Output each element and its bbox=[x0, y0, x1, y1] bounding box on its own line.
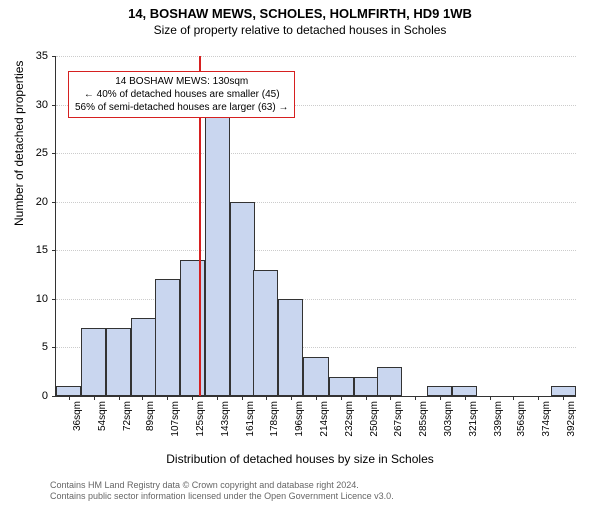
gridline bbox=[56, 202, 576, 203]
histogram-bar bbox=[278, 299, 303, 396]
x-tick-mark bbox=[513, 396, 514, 400]
y-tick-mark bbox=[52, 250, 56, 251]
histogram-bar bbox=[303, 357, 328, 396]
x-tick-label: 356sqm bbox=[516, 401, 527, 437]
x-tick-label: 36sqm bbox=[72, 401, 83, 431]
plot: 14 BOSHAW MEWS: 130sqm← 40% of detached … bbox=[55, 56, 576, 397]
gridline bbox=[56, 56, 576, 57]
histogram-bar bbox=[551, 386, 576, 396]
histogram-bar bbox=[81, 328, 106, 396]
histogram-bar bbox=[131, 318, 156, 396]
chart-titles: 14, BOSHAW MEWS, SCHOLES, HOLMFIRTH, HD9… bbox=[0, 6, 600, 37]
histogram-bar bbox=[155, 279, 180, 396]
y-tick-label: 5 bbox=[18, 341, 48, 353]
histogram-bar bbox=[452, 386, 477, 396]
x-tick-mark bbox=[490, 396, 491, 400]
caption-line1: Contains HM Land Registry data © Crown c… bbox=[50, 480, 590, 491]
histogram-bar bbox=[56, 386, 81, 396]
x-tick-label: 107sqm bbox=[170, 401, 181, 437]
x-tick-label: 250sqm bbox=[369, 401, 380, 437]
x-tick-mark bbox=[563, 396, 564, 400]
x-tick-mark bbox=[94, 396, 95, 400]
x-tick-label: 339sqm bbox=[493, 401, 504, 437]
y-tick-label: 35 bbox=[18, 50, 48, 62]
x-tick-label: 72sqm bbox=[122, 401, 133, 431]
title-sub: Size of property relative to detached ho… bbox=[0, 23, 600, 37]
x-tick-mark bbox=[390, 396, 391, 400]
plot-area: 05101520253035 14 BOSHAW MEWS: 130sqm← 4… bbox=[55, 56, 575, 396]
y-tick-label: 20 bbox=[18, 196, 48, 208]
x-tick-label: 392sqm bbox=[566, 401, 577, 437]
y-tick-mark bbox=[52, 105, 56, 106]
y-tick-mark bbox=[52, 347, 56, 348]
x-tick-mark bbox=[192, 396, 193, 400]
x-tick-label: 54sqm bbox=[97, 401, 108, 431]
histogram-bar bbox=[106, 328, 131, 396]
x-tick-mark bbox=[341, 396, 342, 400]
x-tick-label: 214sqm bbox=[319, 401, 330, 437]
y-tick-label: 10 bbox=[18, 293, 48, 305]
title-main: 14, BOSHAW MEWS, SCHOLES, HOLMFIRTH, HD9… bbox=[0, 6, 600, 21]
y-tick-label: 25 bbox=[18, 147, 48, 159]
x-axis-label: Distribution of detached houses by size … bbox=[0, 452, 600, 466]
x-tick-label: 321sqm bbox=[468, 401, 479, 437]
annotation-box: 14 BOSHAW MEWS: 130sqm← 40% of detached … bbox=[68, 71, 295, 118]
x-tick-mark bbox=[415, 396, 416, 400]
x-tick-mark bbox=[465, 396, 466, 400]
x-tick-mark bbox=[217, 396, 218, 400]
gridline bbox=[56, 250, 576, 251]
x-tick-mark bbox=[167, 396, 168, 400]
y-tick-mark bbox=[52, 56, 56, 57]
histogram-bar bbox=[230, 202, 255, 396]
caption-line2: Contains public sector information licen… bbox=[50, 491, 590, 502]
x-tick-mark bbox=[291, 396, 292, 400]
x-tick-label: 267sqm bbox=[393, 401, 404, 437]
histogram-bar bbox=[427, 386, 452, 396]
annotation-line2: ← 40% of detached houses are smaller (45… bbox=[75, 88, 288, 101]
x-tick-label: 125sqm bbox=[195, 401, 206, 437]
y-tick-mark bbox=[52, 299, 56, 300]
annotation-line3: 56% of semi-detached houses are larger (… bbox=[75, 101, 288, 114]
x-tick-mark bbox=[440, 396, 441, 400]
x-tick-mark bbox=[242, 396, 243, 400]
x-tick-mark bbox=[266, 396, 267, 400]
histogram-bar bbox=[329, 377, 354, 396]
x-tick-mark bbox=[142, 396, 143, 400]
x-tick-label: 285sqm bbox=[418, 401, 429, 437]
x-tick-label: 161sqm bbox=[245, 401, 256, 437]
x-tick-mark bbox=[316, 396, 317, 400]
histogram-bar bbox=[205, 114, 230, 396]
x-tick-label: 374sqm bbox=[541, 401, 552, 437]
x-tick-label: 143sqm bbox=[220, 401, 231, 437]
y-tick-label: 15 bbox=[18, 244, 48, 256]
histogram-bar bbox=[377, 367, 402, 396]
x-tick-mark bbox=[69, 396, 70, 400]
caption: Contains HM Land Registry data © Crown c… bbox=[50, 480, 590, 503]
gridline bbox=[56, 153, 576, 154]
y-tick-label: 0 bbox=[18, 390, 48, 402]
x-tick-label: 232sqm bbox=[344, 401, 355, 437]
annotation-line1: 14 BOSHAW MEWS: 130sqm bbox=[75, 75, 288, 88]
x-tick-mark bbox=[366, 396, 367, 400]
histogram-bar bbox=[253, 270, 278, 396]
y-tick-mark bbox=[52, 396, 56, 397]
x-tick-label: 196sqm bbox=[294, 401, 305, 437]
x-tick-mark bbox=[538, 396, 539, 400]
x-tick-label: 89sqm bbox=[145, 401, 156, 431]
x-tick-label: 303sqm bbox=[443, 401, 454, 437]
y-tick-label: 30 bbox=[18, 99, 48, 111]
gridline bbox=[56, 299, 576, 300]
y-tick-mark bbox=[52, 153, 56, 154]
y-tick-mark bbox=[52, 202, 56, 203]
chart-container: 14, BOSHAW MEWS, SCHOLES, HOLMFIRTH, HD9… bbox=[0, 6, 600, 506]
x-tick-mark bbox=[119, 396, 120, 400]
x-tick-label: 178sqm bbox=[269, 401, 280, 437]
histogram-bar bbox=[354, 377, 379, 396]
